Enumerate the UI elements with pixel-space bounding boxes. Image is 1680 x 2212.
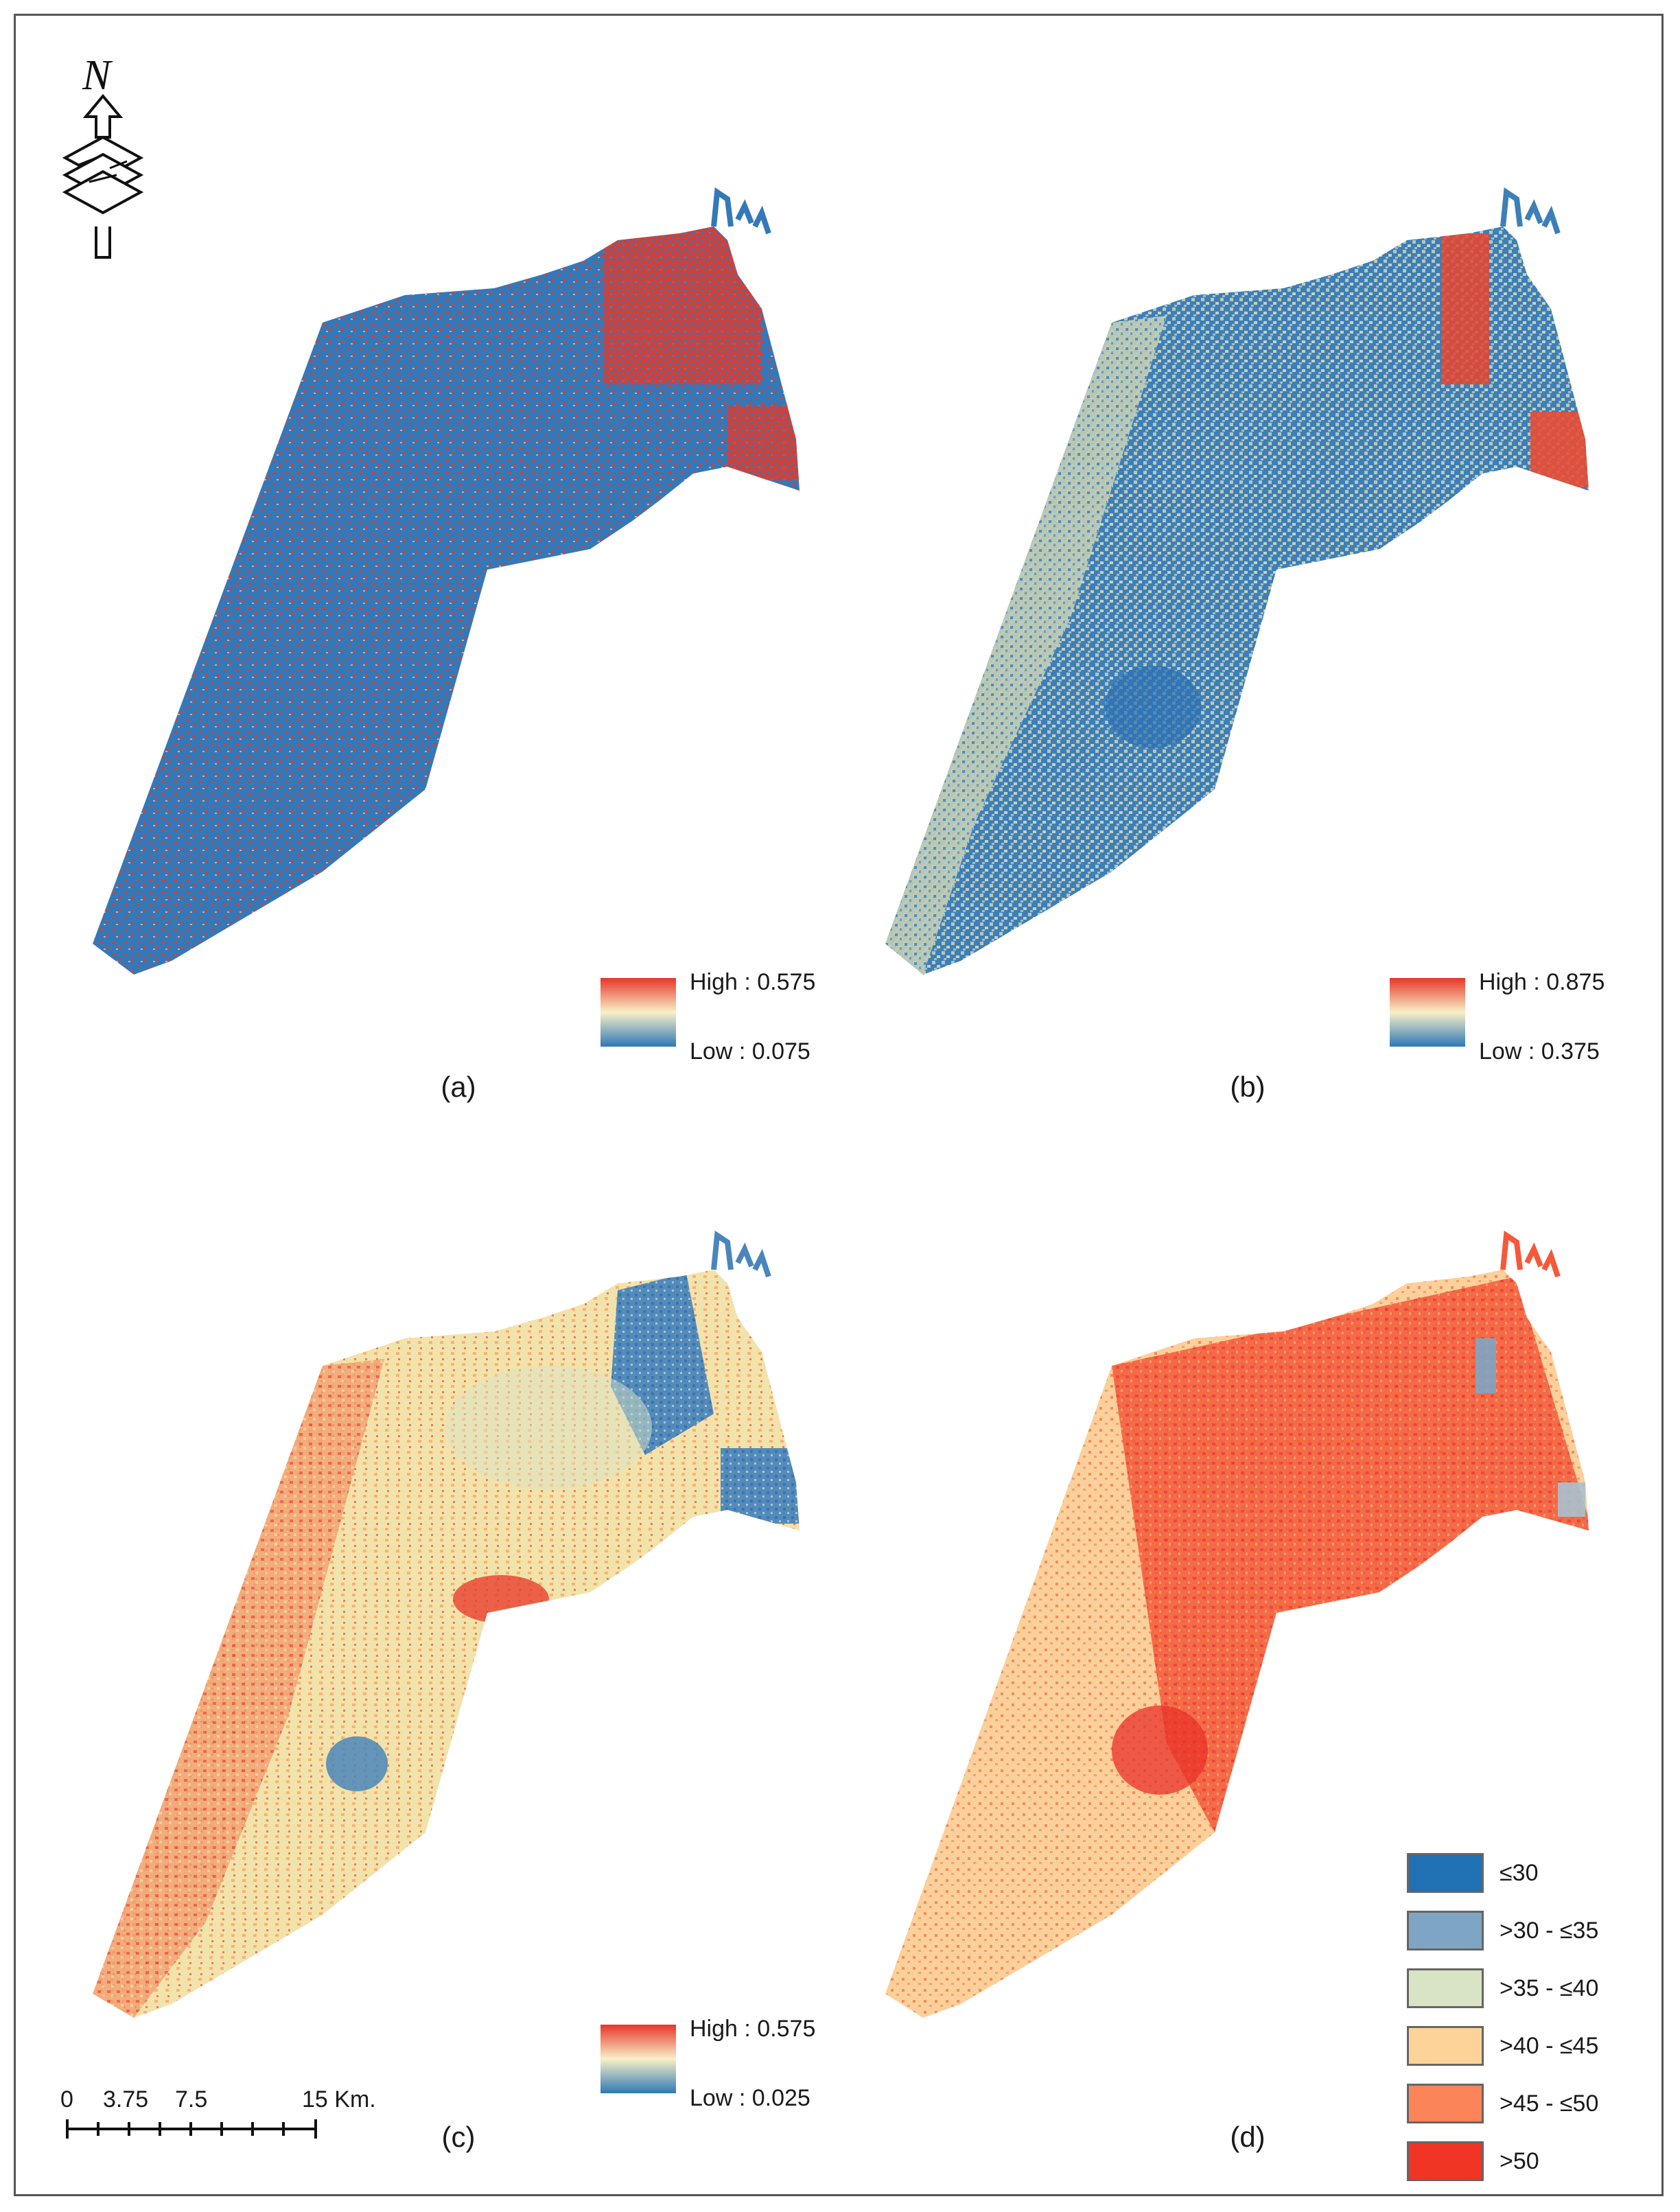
class-swatch-4 [1407,2084,1484,2123]
north-arrow-icon [62,93,144,259]
class-swatch-2 [1407,1968,1484,2008]
north-arrow-letter: N [82,52,113,99]
class-swatch-5 [1407,2141,1484,2181]
legend-low-b: Low : 0.375 [1479,1038,1600,1064]
gradient-swatch-b [1390,978,1465,1047]
scale-tick-0: 0 [60,2086,73,2112]
scale-tick-2: 7.5 [175,2086,208,2112]
figure-frame [14,14,1664,2196]
legend-high-b: High : 0.875 [1479,969,1605,995]
panel-label-c: (c) [441,2121,476,2153]
panel-label-d: (d) [1230,2121,1265,2153]
map-panel-c [93,1230,800,2018]
legend-high-a: High : 0.575 [690,969,816,995]
class-swatch-0 [1407,1853,1484,1893]
map-panel-a [93,187,800,975]
gradient-swatch-a [600,978,676,1047]
panel-label-a: (a) [441,1071,476,1103]
class-swatch-3 [1407,2026,1484,2066]
legend-low-c: Low : 0.025 [690,2085,810,2111]
scale-tick-1: 3.75 [103,2086,149,2112]
legend-low-a: Low : 0.075 [690,1038,810,1064]
scale-bar [66,2119,317,2139]
panel-label-b: (b) [1230,1071,1265,1103]
scale-tick-3: 15 Km. [302,2086,376,2112]
map-panel-b [885,187,1589,975]
class-label-2: >35 - ≤40 [1500,1975,1599,2001]
class-swatch-1 [1407,1911,1484,1951]
legend-high-c: High : 0.575 [690,2016,816,2042]
map-panel-d [885,1230,1589,2018]
gradient-swatch-c [600,2025,676,2093]
class-label-3: >40 - ≤45 [1500,2033,1599,2059]
class-label-5: >50 [1500,2148,1539,2174]
class-label-1: >30 - ≤35 [1500,1918,1599,1944]
class-label-0: ≤30 [1500,1860,1539,1886]
class-label-4: >45 - ≤50 [1500,2091,1599,2117]
